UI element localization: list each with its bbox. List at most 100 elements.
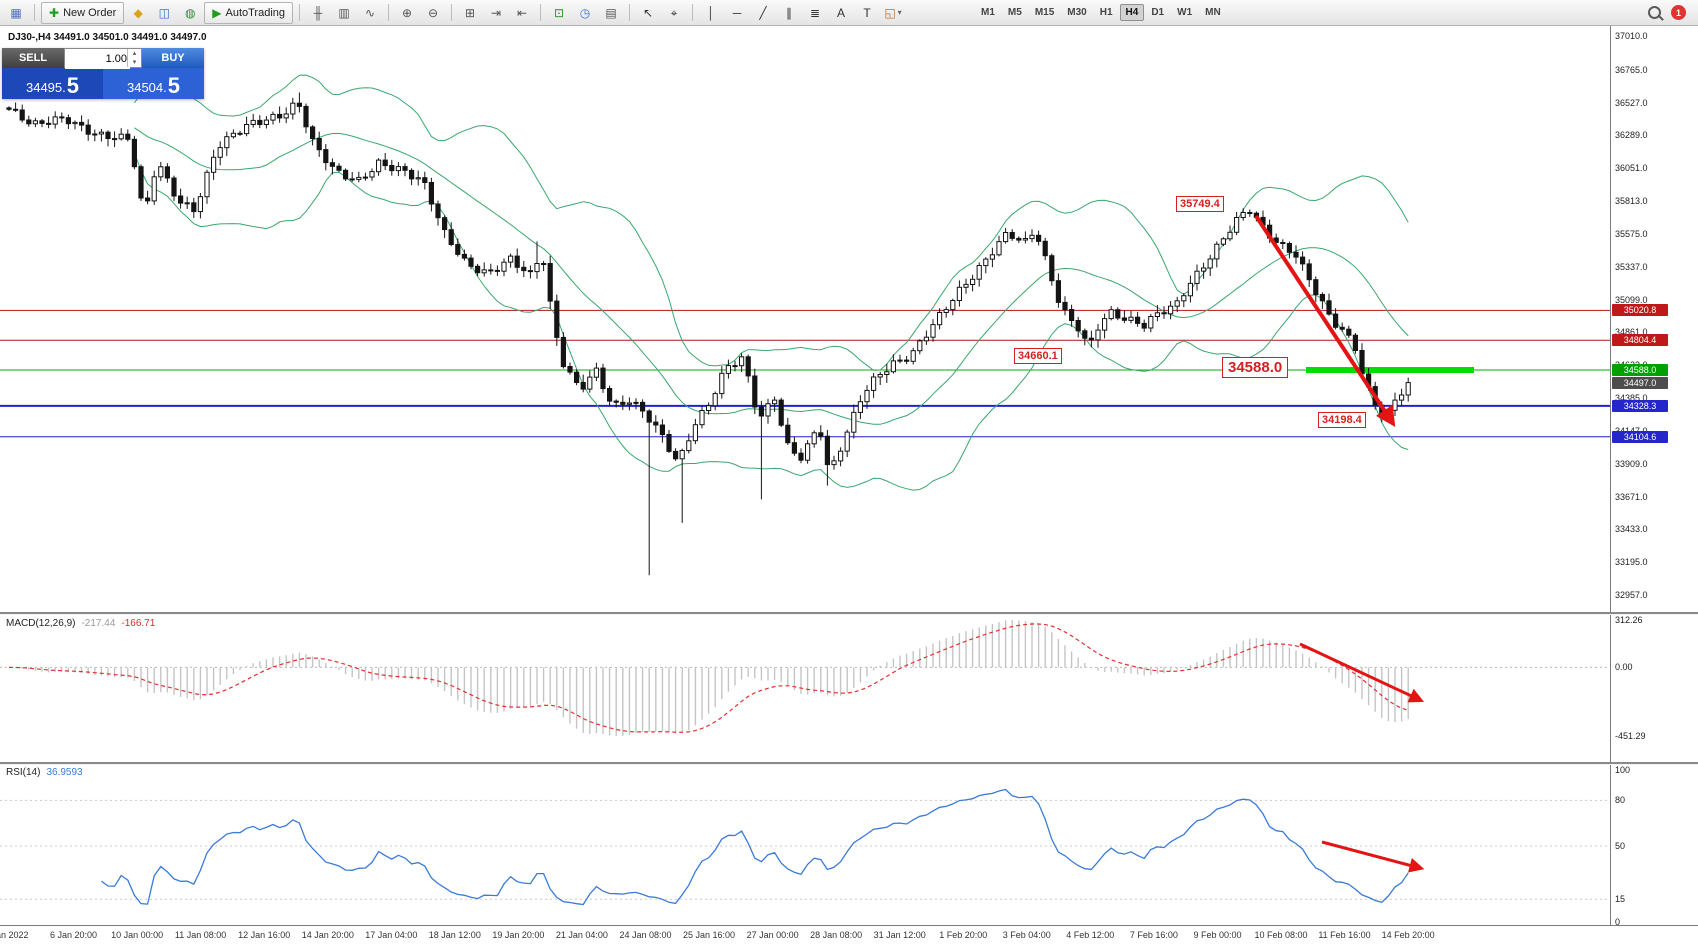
volume-field: ▴ ▾ (64, 48, 142, 69)
timeframe-m5[interactable]: M5 (1007, 7, 1022, 18)
new-window-icon[interactable]: ⊡ (547, 3, 571, 23)
sell-price-button[interactable]: 34495. 5 (2, 68, 103, 99)
price-axis-label: 36289.0 (1615, 130, 1648, 141)
price-annotation[interactable]: 34660.1 (1014, 348, 1062, 364)
text-icon[interactable]: A (829, 3, 853, 23)
channel-icon[interactable]: ∥ (777, 3, 801, 23)
volume-increase-button[interactable]: ▴ (132, 50, 137, 57)
templates-icon: ▤ (605, 5, 617, 20)
time-axis-label: 31 Jan 12:00 (873, 930, 926, 940)
bid-price-big-digit: 5 (66, 73, 79, 98)
price-axis-label: 33671.0 (1615, 491, 1648, 502)
period-icon[interactable]: ◷ (573, 3, 597, 23)
price-axis-label: 35337.0 (1615, 261, 1648, 272)
time-axis[interactable]: Jan 2022 6 Jan 20:00 10 Jan 00:00 11 Jan 08… (0, 925, 1698, 949)
timeframe-m15[interactable]: M15 (1034, 7, 1055, 18)
rsi-value: 36.9593 (46, 767, 83, 778)
toolbar-separator (629, 4, 631, 21)
price-chart-canvas[interactable] (0, 26, 1610, 612)
chart-shift-icon[interactable]: ⇤ (510, 3, 534, 23)
price-axis-label: 33195.0 (1615, 557, 1648, 568)
bar-chart-mode-icon[interactable]: ╫ (306, 3, 330, 23)
price-axis[interactable]: 37010.0 36765.0 36527.0 36289.0 36051.0 35813… (1610, 26, 1698, 927)
templates-icon[interactable]: ▤ (599, 3, 623, 23)
line-chart-mode-icon[interactable]: ∿ (358, 3, 382, 23)
buy-button[interactable]: BUY (142, 48, 204, 68)
macd-axis-label: 0.00 (1615, 662, 1633, 673)
new-order-button[interactable]: ✚ New Order (41, 1, 125, 24)
shapes-icon[interactable]: ◱ ▾ (881, 3, 905, 23)
time-axis-label: 9 Feb 00:00 (1193, 930, 1242, 940)
timeframe-d1[interactable]: D1 (1151, 7, 1165, 18)
tile-windows-icon: ⊞ (464, 5, 476, 20)
new-chart-icon[interactable]: ▦ (4, 3, 28, 23)
navigator-icon[interactable]: ◫ (152, 3, 176, 23)
vertical-line-icon[interactable]: │ (699, 3, 723, 23)
macd-axis-label: 312.26 (1615, 615, 1643, 625)
rsi-canvas[interactable] (0, 764, 1610, 925)
macd-trend-arrow[interactable] (1299, 642, 1425, 703)
buy-price-button[interactable]: 34504. 5 (103, 68, 204, 99)
metaeditor-icon[interactable]: ◆ (126, 3, 150, 23)
rsi-trend-arrow[interactable] (1321, 840, 1425, 873)
sell-button[interactable]: SELL (2, 48, 64, 68)
panel-splitter[interactable] (0, 762, 1698, 765)
candlestick-mode-icon[interactable]: ▥ (332, 3, 356, 23)
price-axis-label: 34385.0 (1615, 393, 1648, 403)
rsi-panel (0, 764, 1610, 925)
horizontal-line-icon[interactable]: ─ (725, 3, 749, 23)
search-icon[interactable] (1648, 6, 1661, 19)
price-annotation[interactable]: 34198.4 (1318, 412, 1366, 428)
price-axis-label: 35813.0 (1615, 196, 1648, 207)
period-icon: ◷ (579, 5, 591, 20)
support-zone-bar[interactable] (1306, 367, 1474, 373)
label-icon[interactable]: T (855, 3, 879, 23)
zoom-in-icon[interactable]: ⊕ (395, 3, 419, 23)
toolbar-groups: ▦ ✚ New Order ◆ ◫ ◍ ▶ AutoTrading ╫ ▥ ∿ ⊕ ⊖ ⊞ ⇥ ⇤ ⊡ ◷ ▤ ↖ ⌖ │… (4, 1, 905, 24)
label-icon: T (863, 5, 871, 20)
chart-shift-icon: ⇤ (516, 5, 528, 20)
candlesticks[interactable] (6, 92, 1411, 576)
time-axis-label: 14 Jan 20:00 (301, 930, 354, 940)
timeframe-w1[interactable]: W1 (1177, 7, 1193, 18)
zoom-in-icon: ⊕ (401, 5, 413, 20)
timeframe-m1[interactable]: M1 (981, 7, 995, 18)
macd-canvas[interactable] (0, 614, 1610, 762)
terminal-icon[interactable]: ◍ (178, 3, 202, 23)
navigator-icon: ◫ (158, 5, 170, 20)
time-axis-label: 3 Feb 04:00 (1002, 930, 1051, 940)
trend-arrow[interactable] (1254, 214, 1396, 428)
price-axis-label: 35575.0 (1615, 228, 1648, 239)
panel-splitter[interactable] (0, 612, 1698, 615)
toolbar-separator (451, 4, 453, 21)
symbol-info: DJ30-,H4 34491.0 34501.0 34491.0 34497.0 (8, 32, 207, 43)
price-axis-label: 33909.0 (1615, 458, 1648, 469)
crosshair-icon: ⌖ (670, 5, 678, 20)
autotrading-button[interactable]: ▶ AutoTrading (204, 1, 294, 24)
price-axis-label: 32957.0 (1615, 590, 1648, 600)
notification-badge[interactable]: 1 (1671, 5, 1686, 20)
candlestick-mode-icon: ▥ (338, 5, 350, 20)
crosshair-icon[interactable]: ⌖ (662, 3, 686, 23)
price-annotation[interactable]: 34588.0 (1222, 357, 1289, 378)
rsi-axis-label: 80 (1615, 795, 1626, 806)
cursor-icon[interactable]: ↖ (636, 3, 660, 23)
fibonacci-icon[interactable]: ≣ (803, 3, 827, 23)
bar-chart-mode-icon: ╫ (313, 5, 323, 20)
timeframe-toolbar: M1 M5 M15 M30 H1 H4 D1 W1 MN (975, 4, 1227, 21)
auto-scroll-icon: ⇥ (490, 5, 502, 20)
timeframe-h4[interactable]: H4 (1119, 4, 1145, 21)
volume-decrease-button[interactable]: ▾ (132, 59, 137, 66)
time-axis-label: 18 Jan 12:00 (428, 930, 481, 940)
timeframe-m30[interactable]: M30 (1067, 7, 1087, 18)
auto-scroll-icon[interactable]: ⇥ (484, 3, 508, 23)
timeframe-mn[interactable]: MN (1205, 7, 1221, 18)
trendline-icon[interactable]: ╱ (751, 3, 775, 23)
price-annotation[interactable]: 35749.4 (1176, 196, 1224, 212)
timeframe-h1[interactable]: H1 (1099, 7, 1113, 18)
tile-windows-icon[interactable]: ⊞ (458, 3, 482, 23)
zoom-out-icon[interactable]: ⊖ (421, 3, 445, 23)
time-axis-label: 25 Jan 16:00 (682, 930, 736, 940)
toolbar-separator (540, 4, 542, 21)
volume-input[interactable] (65, 49, 130, 69)
